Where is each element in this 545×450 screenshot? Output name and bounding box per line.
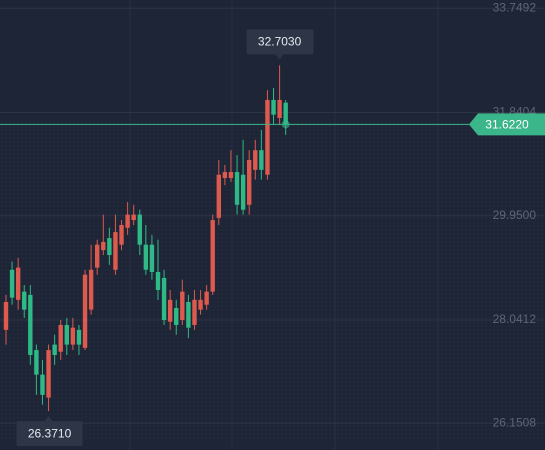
candle-body: [149, 244, 155, 272]
candle-body: [82, 274, 88, 348]
candle-body: [22, 291, 27, 310]
candle-body: [186, 302, 191, 328]
candle-body: [271, 99, 276, 115]
candle-body: [259, 150, 264, 170]
candle-body: [216, 174, 221, 218]
candle-body: [58, 324, 63, 352]
candle-body: [161, 277, 167, 321]
candle-body: [240, 174, 246, 210]
y-tick-label: 29.9500: [493, 208, 537, 222]
map-texture: [0, 120, 545, 440]
candle-body: [40, 374, 45, 395]
candle-body: [192, 299, 197, 325]
candle-body: [15, 267, 21, 300]
candle-body: [119, 225, 124, 245]
price-glow: [281, 120, 290, 129]
max-box: [246, 29, 314, 55]
candle-body: [113, 232, 118, 270]
candle-body: [283, 102, 288, 125]
candle-body: [52, 344, 57, 355]
y-tick-label: 33.7492: [493, 0, 537, 14]
candle-body: [125, 214, 130, 228]
min-pointer: [44, 416, 53, 422]
candle-body: [247, 160, 252, 205]
candle-body: [70, 327, 76, 345]
candle-body: [265, 99, 270, 175]
candle-body: [3, 302, 9, 330]
candle-body: [46, 350, 51, 398]
y-tick-label: 26.1508: [493, 415, 537, 429]
candle-body: [167, 299, 173, 322]
price-tag-label: 31.6220: [485, 118, 529, 132]
min-label: 26.3710: [28, 426, 72, 440]
candle-body: [210, 220, 215, 292]
candle-body: [64, 324, 69, 345]
candle-body: [174, 308, 179, 325]
candle-body: [198, 299, 203, 310]
candle-body: [222, 172, 228, 179]
candle-body: [143, 244, 149, 270]
candle-body: [95, 244, 100, 268]
candle-body: [204, 291, 209, 305]
max-label: 32.7030: [258, 35, 302, 49]
candle-body: [180, 291, 185, 321]
price-tag: [469, 113, 545, 136]
candle-body: [131, 214, 136, 221]
candle-body: [9, 269, 15, 298]
candle-body: [228, 172, 234, 179]
candle-body: [234, 172, 240, 205]
candle-body: [28, 294, 33, 355]
candle-body: [155, 271, 161, 290]
candle-body: [88, 269, 94, 310]
candle-body: [34, 350, 39, 375]
candle-body: [277, 99, 282, 118]
max-pointer: [275, 54, 284, 60]
candle-body: [253, 150, 258, 170]
candle-body: [137, 214, 142, 245]
y-tick-label: 28.0412: [493, 312, 537, 326]
candle-body: [76, 329, 82, 345]
min-box: [16, 421, 83, 447]
candle-body: [101, 241, 106, 251]
candle-body: [107, 238, 112, 256]
